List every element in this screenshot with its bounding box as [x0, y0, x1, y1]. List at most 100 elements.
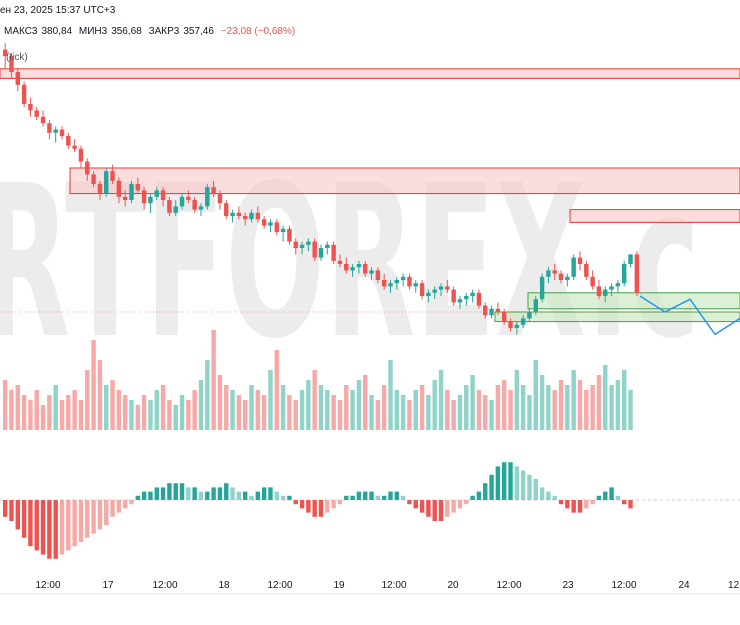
candles-layer: [2, 43, 640, 335]
candle-body: [21, 84, 27, 104]
volume-bar: [230, 390, 235, 430]
candle-body: [224, 203, 229, 216]
volume-bar: [615, 380, 621, 430]
candle-body: [344, 264, 349, 271]
candle-body: [508, 321, 513, 328]
volume-bar: [356, 380, 362, 430]
volume-bar: [224, 385, 229, 430]
candle-body: [603, 289, 608, 296]
histogram-bar: [457, 500, 463, 509]
volume-bar: [539, 375, 545, 430]
histogram-bar: [495, 466, 501, 500]
volume-bar: [546, 385, 551, 430]
histogram-bar: [53, 500, 58, 559]
histogram-bar: [104, 500, 109, 526]
volume-bar: [331, 395, 336, 430]
volume-bar: [558, 380, 564, 430]
histogram-bar: [306, 500, 311, 513]
candle-body: [287, 228, 292, 242]
histogram-bar: [464, 500, 469, 505]
candle-body: [621, 264, 627, 284]
volume-bar: [72, 390, 77, 430]
candle-body: [457, 299, 463, 303]
volume-bar: [293, 400, 298, 430]
histogram-bar: [192, 487, 197, 500]
volume-bar: [419, 385, 425, 430]
histogram-bar: [426, 500, 431, 517]
histogram-bar: [337, 500, 343, 505]
histogram-bar: [558, 500, 564, 505]
candle-body: [110, 171, 115, 181]
candle-body: [476, 292, 482, 306]
candle-body: [230, 212, 235, 216]
time-axis-label: 24: [678, 580, 690, 591]
candle-body: [9, 56, 14, 72]
histogram-bar: [47, 500, 52, 559]
histogram-bar: [255, 491, 261, 500]
volume-bar: [78, 400, 84, 430]
volume-bar: [381, 385, 387, 430]
volume-bar: [129, 400, 134, 430]
candle-body: [104, 171, 109, 194]
histogram-bar: [274, 491, 279, 500]
candle-body: [584, 264, 589, 277]
histogram-bar: [59, 500, 65, 555]
time-axis-label: 12:00: [152, 580, 177, 591]
histogram-bar: [451, 500, 456, 513]
histogram-bar: [135, 495, 141, 500]
volume-bar: [97, 360, 103, 430]
candle-body: [558, 273, 564, 280]
high-label: МАКС3: [4, 26, 38, 37]
histogram-bar: [394, 491, 400, 500]
candle-body: [198, 206, 204, 210]
volume-bar: [167, 400, 172, 430]
histogram-bar: [318, 500, 324, 517]
time-axis-label: 12:: [728, 580, 740, 591]
candle-body: [546, 270, 551, 277]
histogram-bar: [400, 495, 406, 500]
candle-body: [129, 184, 134, 200]
volume-bar: [407, 400, 412, 430]
histogram-bar: [293, 500, 298, 505]
projection-line: [639, 295, 740, 336]
histogram-bar: [154, 487, 159, 500]
candle-body: [375, 270, 381, 280]
candle-body: [59, 129, 65, 136]
volume-bar: [154, 390, 159, 430]
volume-bar: [596, 375, 602, 430]
histogram-bar: [72, 500, 77, 547]
histogram-bar: [205, 491, 210, 500]
support-zone: [527, 292, 740, 310]
candle-body: [47, 123, 52, 133]
histogram-bar: [552, 495, 557, 500]
histogram-bar: [546, 491, 551, 500]
histogram-bar: [312, 500, 317, 517]
volume-bar: [451, 400, 456, 430]
candle-body: [306, 241, 311, 245]
candle-body: [205, 187, 210, 207]
volume-bar: [28, 400, 33, 430]
candle-body: [539, 276, 545, 300]
candle-body: [470, 292, 475, 296]
projection-layer: [639, 295, 740, 336]
volume-bar: [432, 380, 437, 430]
candle-body: [356, 264, 362, 268]
volume-bar: [394, 390, 400, 430]
volume-layer: [2, 330, 633, 430]
histogram-bar: [2, 500, 8, 517]
candle-body: [122, 196, 128, 200]
volume-bar: [59, 400, 65, 430]
histogram-bar: [85, 500, 90, 538]
histogram-bar: [407, 500, 412, 505]
high-value: 380,84: [41, 26, 73, 37]
candle-body: [318, 248, 324, 258]
volume-bar: [173, 405, 178, 430]
volume-bar: [15, 385, 21, 430]
volume-bar: [520, 385, 526, 430]
volume-bar: [628, 390, 633, 430]
histogram-bar: [122, 500, 128, 509]
candle-body: [438, 286, 444, 290]
histogram-bar: [615, 495, 621, 500]
